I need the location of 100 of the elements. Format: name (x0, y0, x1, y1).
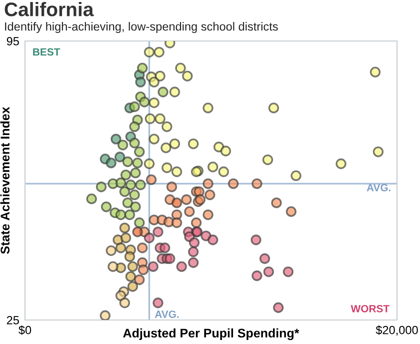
point (122, 197, 134, 208)
annotation: WORST (350, 304, 390, 312)
point (139, 96, 150, 108)
point (252, 270, 262, 282)
point (120, 170, 132, 180)
ref-line-label: AVG. (154, 310, 179, 318)
point (125, 271, 136, 282)
point (154, 46, 164, 58)
point (144, 232, 155, 244)
point (169, 86, 180, 98)
point (118, 140, 128, 150)
point (162, 121, 172, 132)
point (135, 180, 146, 190)
point (262, 154, 274, 166)
point (144, 158, 155, 170)
point (115, 242, 126, 254)
x-tick-label: $20,000 (376, 325, 418, 336)
point (218, 166, 229, 178)
point (148, 97, 160, 108)
point (228, 178, 239, 190)
annotation: BEST (33, 48, 60, 56)
x-axis-title: Adjusted Per Pupil Spending* (123, 328, 300, 340)
point (162, 162, 172, 174)
point (127, 261, 138, 272)
point (181, 194, 192, 205)
point (122, 156, 134, 168)
point (171, 217, 182, 228)
point (124, 209, 136, 220)
point (100, 310, 110, 320)
point (120, 232, 132, 244)
point (106, 245, 116, 256)
point (220, 146, 232, 156)
point (271, 197, 282, 208)
point (124, 251, 136, 262)
point (135, 76, 146, 88)
point (130, 201, 141, 212)
point (129, 190, 140, 200)
point (263, 266, 274, 278)
point (176, 261, 187, 272)
point (370, 66, 381, 78)
point (134, 146, 145, 158)
point (202, 209, 214, 220)
point (188, 237, 200, 248)
point (208, 234, 218, 246)
point (129, 138, 140, 148)
point (182, 70, 193, 82)
point (134, 274, 145, 286)
point (175, 62, 186, 74)
point (144, 46, 155, 58)
point (148, 134, 160, 144)
y-tick-label: 25 (6, 316, 19, 324)
chart-title: California (4, 2, 94, 16)
point (202, 178, 214, 190)
point (194, 194, 206, 205)
point (272, 302, 284, 313)
point (204, 190, 216, 200)
point (282, 266, 294, 278)
point (108, 261, 118, 272)
ref-line-label: AVG. (366, 184, 390, 192)
point (146, 174, 157, 186)
point (148, 261, 158, 272)
point (137, 62, 148, 74)
point (188, 138, 199, 150)
point (134, 217, 145, 228)
point (144, 113, 156, 124)
point (130, 168, 141, 178)
point (106, 158, 116, 168)
point (208, 162, 218, 172)
point (115, 209, 126, 220)
point (169, 138, 180, 150)
point (259, 253, 270, 264)
point (171, 197, 182, 208)
point (290, 170, 302, 182)
point (336, 158, 346, 170)
point (119, 298, 130, 308)
point (119, 222, 130, 234)
point (184, 206, 195, 217)
point (127, 281, 138, 292)
point (138, 264, 149, 276)
point (152, 226, 164, 238)
y-axis-title: State Achievement Index (0, 106, 10, 254)
point (100, 201, 112, 212)
y-tick-label: 95 (6, 37, 19, 46)
point (148, 76, 160, 88)
point (132, 226, 143, 238)
point (250, 234, 262, 246)
point (188, 257, 199, 268)
point (115, 178, 126, 188)
point (132, 158, 143, 168)
point (164, 253, 176, 264)
point (154, 113, 166, 124)
point (166, 182, 178, 192)
point (125, 180, 136, 190)
point (160, 142, 172, 154)
point (268, 102, 280, 114)
point (119, 186, 130, 197)
point (252, 178, 262, 190)
point (372, 146, 384, 158)
point (160, 242, 170, 254)
point (129, 121, 140, 132)
